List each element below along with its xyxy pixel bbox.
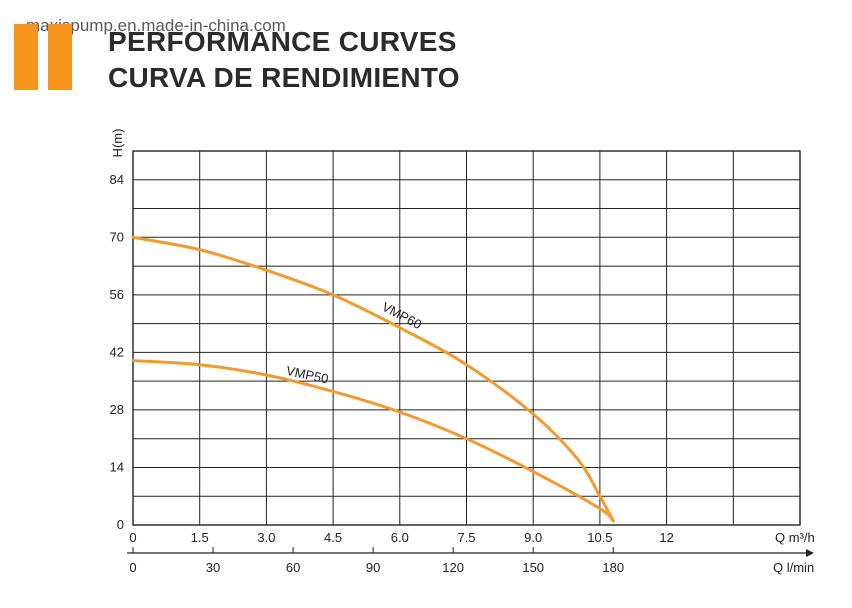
y-tick-label: 0 [117, 517, 124, 532]
series-line-vmp50 [131, 359, 615, 523]
y-tick-label: 42 [110, 344, 124, 359]
x-tick-label: 7.5 [457, 530, 475, 545]
x-axis-label: Q m³/h [775, 530, 815, 545]
quote-mark-icon [14, 24, 72, 90]
chart-title-line-2: CURVA DE RENDIMIENTO [108, 62, 460, 93]
x2-tick-label: 120 [442, 560, 464, 575]
x2-tick-label: 0 [129, 560, 136, 575]
x-tick-label: 10.5 [587, 530, 612, 545]
x-tick-label: 9.0 [524, 530, 542, 545]
y-tick-label: 28 [110, 402, 124, 417]
series-label-vmp50: VMP50 [285, 363, 330, 387]
y-tick-label: 14 [110, 459, 124, 474]
y-tick-label: 70 [110, 229, 124, 244]
x2-tick-label: 60 [286, 560, 300, 575]
x2-axis-label: Q l/min [773, 560, 814, 575]
x-tick-label: 4.5 [324, 530, 342, 545]
x2-tick-label: 180 [602, 560, 624, 575]
x2-axis-arrow-icon [806, 549, 814, 557]
x2-tick-label: 150 [522, 560, 544, 575]
y-tick-label: 56 [110, 287, 124, 302]
x-tick-label: 0 [129, 530, 136, 545]
plot-frame [132, 150, 801, 526]
series-line-vmp60 [131, 235, 615, 523]
x2-tick-label: 30 [206, 560, 220, 575]
x-tick-label: 1.5 [191, 530, 209, 545]
watermark: maxispump.en.made-in-china.com [26, 16, 286, 35]
chart-labels: 0 14 28 42 56 70 84 H(m) 0 1.5 3.0 4.5 6.0 7.5 9.0 10.5… [110, 129, 815, 575]
y-axis-label: H(m) [110, 129, 125, 158]
chart-grid [127, 150, 814, 557]
y-tick-label: 84 [110, 172, 124, 187]
x-tick-label: 3.0 [257, 530, 275, 545]
x-tick-label: 12 [659, 530, 673, 545]
chart-curves [131, 235, 615, 523]
chart-title-line-1: PERFORMANCE CURVES [108, 26, 457, 57]
x-tick-label: 6.0 [391, 530, 409, 545]
x2-tick-label: 90 [366, 560, 380, 575]
